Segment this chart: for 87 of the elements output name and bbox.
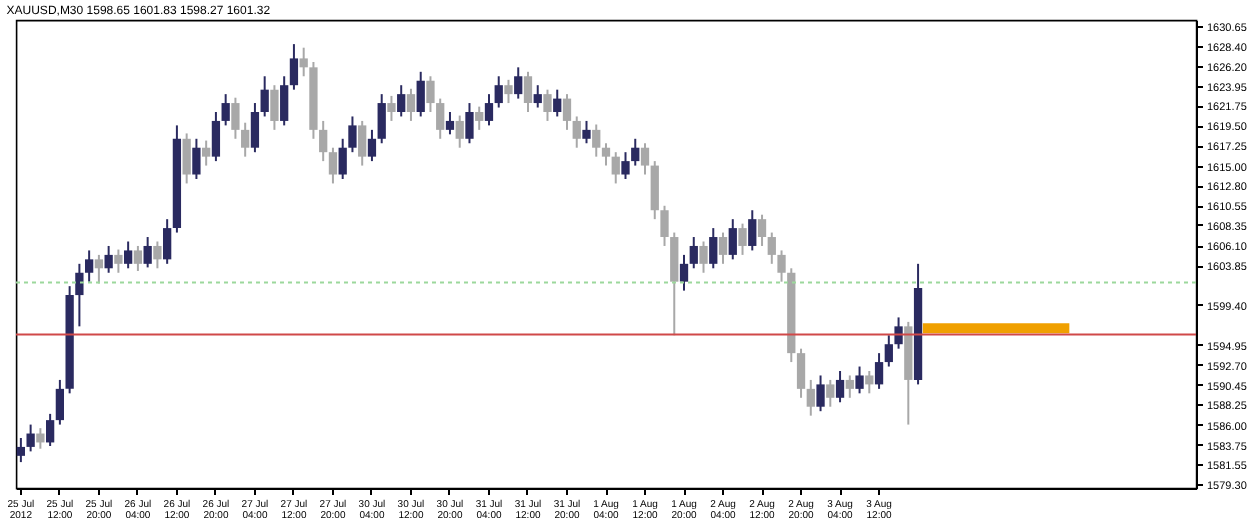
candlestick <box>104 244 113 274</box>
candlestick <box>845 374 854 399</box>
candlestick <box>670 231 679 337</box>
candlestick <box>289 43 299 91</box>
candlestick <box>894 316 903 350</box>
candlestick <box>699 240 708 274</box>
candlestick <box>36 427 45 450</box>
candlestick <box>679 253 689 292</box>
candlestick <box>465 102 474 145</box>
candlestick <box>523 70 533 113</box>
candlestick <box>192 137 201 180</box>
candlestick <box>114 248 123 274</box>
candlestick <box>728 218 737 261</box>
candlestick <box>426 75 435 113</box>
candlestick <box>85 249 94 283</box>
candlestick <box>358 119 367 167</box>
candlestick <box>182 132 191 185</box>
candlestick <box>397 84 406 118</box>
candlestick <box>816 374 825 413</box>
candlestick <box>202 139 211 167</box>
candlestick <box>319 119 328 163</box>
candlestick <box>406 87 416 122</box>
candlestick <box>133 244 143 272</box>
candlestick <box>562 93 572 131</box>
candlestick <box>806 378 815 417</box>
candlestick <box>26 423 35 453</box>
candlestick <box>650 160 659 221</box>
candlestick <box>611 151 620 185</box>
candlestick <box>738 222 747 256</box>
candlestick <box>270 84 279 131</box>
candlestick <box>884 334 893 368</box>
candlestick <box>835 370 845 404</box>
candlestick <box>504 78 513 105</box>
candlestick <box>621 151 630 180</box>
candlestick <box>709 227 718 270</box>
candlestick <box>718 231 728 265</box>
candlestick <box>436 97 445 140</box>
candlestick <box>592 123 601 158</box>
candlestick <box>865 370 874 395</box>
candlestick <box>163 218 172 265</box>
candlestick <box>260 75 269 118</box>
candlestick <box>299 46 308 78</box>
candlestick <box>631 137 640 167</box>
candlestick <box>231 96 240 140</box>
candlestick <box>143 236 152 269</box>
candlestick <box>153 240 162 270</box>
candlestick <box>767 231 776 265</box>
candlestick <box>280 75 289 127</box>
candlestick <box>748 209 757 252</box>
candlestick <box>757 213 767 247</box>
candlestick <box>387 94 396 122</box>
candlestick <box>455 114 464 149</box>
candlestick <box>16 436 26 464</box>
candlestick <box>124 240 133 270</box>
candlestick <box>553 88 562 118</box>
candlestick <box>348 115 357 154</box>
candlestick <box>475 105 484 131</box>
candlestick <box>689 236 698 270</box>
candlestick <box>874 352 884 390</box>
candlestick <box>55 378 65 426</box>
candlestick <box>777 249 786 283</box>
candlestick <box>445 110 455 136</box>
candlestick <box>514 66 523 100</box>
candlestick <box>494 75 503 109</box>
candlestick <box>601 142 611 167</box>
candlestick <box>211 110 221 163</box>
candlestick <box>328 146 338 185</box>
candlestick <box>640 142 650 176</box>
candlestick <box>660 204 669 247</box>
candlestick <box>796 347 806 399</box>
candlestick <box>367 128 377 163</box>
candlestick <box>241 121 250 158</box>
candlestick <box>338 137 347 180</box>
candlestick <box>416 70 425 118</box>
candlestick <box>582 119 591 145</box>
candlestick <box>75 262 84 328</box>
candlestick <box>484 93 494 127</box>
candlestick <box>826 378 835 408</box>
candlestick <box>45 412 55 448</box>
candlestick <box>250 102 260 154</box>
candlestick <box>543 88 552 122</box>
candlestick <box>855 365 864 395</box>
candlestick <box>533 84 542 109</box>
candlestick <box>94 253 104 285</box>
candlestick <box>572 115 581 149</box>
candlestick <box>377 93 386 145</box>
candlestick <box>221 93 230 127</box>
